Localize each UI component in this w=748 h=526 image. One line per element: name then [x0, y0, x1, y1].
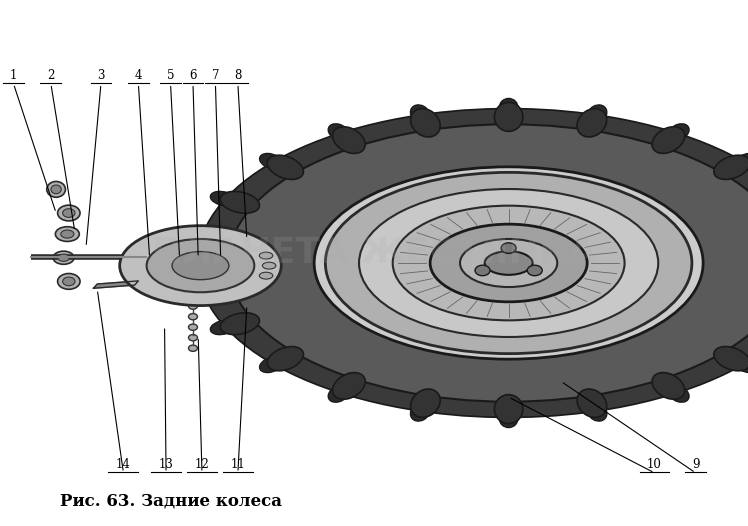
Ellipse shape [198, 109, 748, 417]
Ellipse shape [228, 124, 748, 402]
Ellipse shape [120, 226, 281, 306]
Text: 8: 8 [234, 68, 242, 82]
Ellipse shape [196, 232, 236, 252]
Ellipse shape [58, 274, 80, 289]
Text: 5: 5 [167, 68, 174, 82]
Ellipse shape [577, 109, 607, 137]
Text: 1: 1 [10, 68, 17, 82]
Ellipse shape [328, 124, 349, 141]
Ellipse shape [714, 155, 748, 179]
Ellipse shape [46, 181, 66, 197]
Ellipse shape [220, 313, 260, 335]
Ellipse shape [652, 127, 684, 154]
Ellipse shape [188, 324, 197, 330]
Ellipse shape [494, 103, 523, 132]
Ellipse shape [494, 394, 523, 423]
Ellipse shape [587, 403, 607, 421]
Ellipse shape [267, 155, 304, 179]
Ellipse shape [147, 239, 254, 292]
Ellipse shape [63, 277, 75, 286]
Text: 7: 7 [212, 68, 219, 82]
Ellipse shape [714, 347, 748, 371]
Ellipse shape [393, 206, 625, 320]
Ellipse shape [188, 303, 197, 309]
Ellipse shape [55, 227, 79, 241]
Text: 9: 9 [692, 458, 699, 471]
Text: 6: 6 [189, 68, 197, 82]
Ellipse shape [188, 313, 197, 320]
Text: 3: 3 [97, 68, 105, 82]
Ellipse shape [587, 105, 607, 123]
Ellipse shape [411, 105, 430, 123]
Ellipse shape [220, 191, 260, 213]
Text: 11: 11 [230, 458, 245, 471]
Circle shape [527, 265, 542, 276]
Ellipse shape [185, 234, 211, 248]
Ellipse shape [735, 357, 748, 372]
Ellipse shape [668, 385, 689, 402]
Polygon shape [94, 281, 138, 288]
Ellipse shape [260, 357, 283, 372]
Ellipse shape [411, 403, 430, 421]
Ellipse shape [260, 252, 273, 259]
Ellipse shape [411, 389, 441, 417]
Text: 12: 12 [194, 458, 209, 471]
Ellipse shape [577, 389, 607, 417]
Circle shape [501, 243, 516, 254]
Ellipse shape [485, 251, 533, 275]
Text: Рис. 63. Задние колеса: Рис. 63. Задние колеса [60, 492, 281, 509]
Ellipse shape [61, 230, 74, 238]
Ellipse shape [188, 345, 197, 351]
Text: 10: 10 [647, 458, 662, 471]
Ellipse shape [198, 109, 748, 417]
Ellipse shape [411, 109, 441, 137]
Ellipse shape [314, 167, 703, 359]
Ellipse shape [359, 189, 658, 337]
Ellipse shape [210, 320, 236, 335]
Ellipse shape [185, 278, 211, 292]
Ellipse shape [63, 209, 75, 217]
Ellipse shape [325, 173, 692, 353]
Ellipse shape [499, 409, 518, 428]
Ellipse shape [58, 254, 70, 261]
Ellipse shape [51, 185, 61, 194]
Ellipse shape [196, 274, 236, 294]
Ellipse shape [260, 154, 283, 169]
Ellipse shape [210, 191, 236, 206]
Ellipse shape [668, 124, 689, 141]
Text: 2: 2 [47, 68, 55, 82]
Text: ПЛАНЕТА ЖЕСТЯНКА: ПЛАНЕТА ЖЕСТЯНКА [152, 236, 596, 269]
Ellipse shape [333, 127, 365, 154]
Ellipse shape [172, 251, 229, 280]
Ellipse shape [333, 372, 365, 399]
Ellipse shape [430, 224, 587, 302]
Circle shape [475, 265, 490, 276]
Ellipse shape [652, 372, 684, 399]
Ellipse shape [188, 335, 197, 341]
Ellipse shape [260, 272, 273, 279]
Text: 4: 4 [135, 68, 142, 82]
Ellipse shape [460, 239, 557, 287]
Ellipse shape [53, 251, 74, 264]
Text: 14: 14 [116, 458, 131, 471]
Ellipse shape [735, 154, 748, 169]
Ellipse shape [58, 205, 80, 221]
Ellipse shape [263, 262, 276, 269]
Ellipse shape [500, 98, 518, 117]
Ellipse shape [267, 347, 304, 371]
Ellipse shape [328, 385, 349, 402]
Text: 13: 13 [159, 458, 174, 471]
